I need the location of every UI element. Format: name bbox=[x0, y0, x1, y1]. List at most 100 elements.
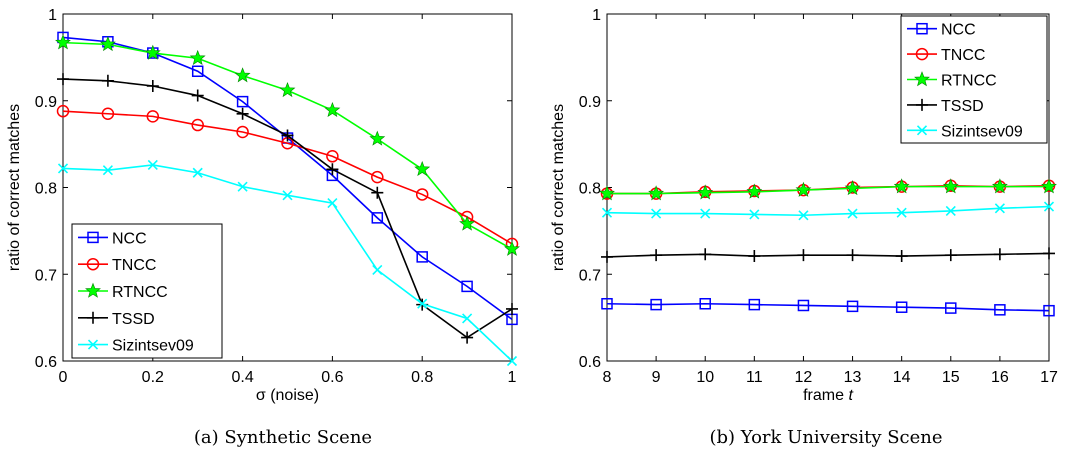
data-point bbox=[371, 170, 384, 184]
x-tick-label: 11 bbox=[746, 369, 763, 386]
data-point bbox=[101, 74, 114, 87]
data-point bbox=[281, 129, 294, 142]
x-tick-label: 1 bbox=[508, 369, 517, 386]
x-axis-label: σ (noise) bbox=[256, 387, 319, 404]
data-point bbox=[846, 249, 859, 262]
chart-panel-1: 8 9 10 11 12 13 14 15 16 17 0.6 0.7 0.8 0.9 1 frame t ra… bbox=[550, 7, 1058, 448]
y-tick-label: 0.9 bbox=[579, 94, 601, 111]
legend-entry: RTNCC bbox=[78, 282, 168, 301]
figure-caption: (a) Synthetic Scene bbox=[194, 427, 372, 448]
legend-marker bbox=[916, 125, 928, 136]
data-point bbox=[994, 203, 1005, 214]
series-tssd bbox=[57, 73, 518, 344]
data-point bbox=[372, 264, 383, 275]
legend-marker bbox=[916, 98, 928, 111]
legend-entry: TNCC bbox=[78, 257, 156, 274]
data-point bbox=[237, 181, 248, 192]
data-point bbox=[599, 185, 615, 201]
x-tick-label: 8 bbox=[603, 369, 612, 386]
legend-label: Sizintsev09 bbox=[112, 338, 194, 355]
legend-entry: TSSD bbox=[907, 98, 984, 115]
x-tick-label: 16 bbox=[991, 369, 1009, 386]
data-point bbox=[846, 300, 859, 313]
legend-marker bbox=[914, 71, 930, 87]
data-point bbox=[847, 208, 858, 219]
data-point bbox=[504, 240, 520, 256]
data-point bbox=[102, 165, 113, 176]
y-tick-label: 0.6 bbox=[579, 354, 601, 371]
series-sizintsev09 bbox=[57, 159, 518, 367]
data-point bbox=[746, 183, 763, 199]
x-tick-label: 9 bbox=[652, 369, 661, 386]
y-tick-label: 0.6 bbox=[35, 354, 57, 371]
data-point bbox=[506, 355, 518, 367]
legend-marker bbox=[915, 47, 929, 61]
y-tick-label: 0.7 bbox=[35, 267, 57, 284]
data-point bbox=[506, 302, 518, 315]
x-tick-label: 0.4 bbox=[231, 369, 253, 386]
data-point bbox=[795, 181, 812, 197]
data-point bbox=[415, 188, 429, 201]
x-tick-label: 13 bbox=[844, 369, 862, 386]
legend-marker bbox=[85, 282, 101, 298]
data-point bbox=[462, 313, 473, 324]
legend-entry: NCC bbox=[907, 22, 976, 39]
series-tssd bbox=[601, 247, 1055, 263]
data-point bbox=[699, 248, 712, 261]
data-point bbox=[601, 207, 613, 218]
legend-marker bbox=[87, 231, 99, 244]
data-point bbox=[147, 159, 158, 171]
data-point bbox=[749, 209, 760, 220]
data-point bbox=[326, 150, 339, 163]
y-tick-label: 0.8 bbox=[35, 181, 57, 198]
legend: NCC TNCC RTNCC TSSD Sizintsev09 bbox=[71, 223, 223, 359]
data-point bbox=[601, 250, 613, 263]
x-tick-label: 0 bbox=[59, 369, 68, 386]
series-ncc bbox=[601, 297, 1055, 317]
x-tick-label: 10 bbox=[696, 369, 714, 386]
y-axis-label: ratio of correct matches bbox=[550, 104, 567, 271]
legend-label: TSSD bbox=[941, 98, 984, 115]
series-line bbox=[606, 302, 1050, 312]
data-point bbox=[650, 249, 663, 262]
legend: NCC TNCC RTNCC TSSD Sizintsev09 bbox=[900, 15, 1048, 144]
y-tick-label: 1 bbox=[592, 7, 601, 24]
data-point bbox=[844, 180, 861, 196]
y-tick-label: 1 bbox=[48, 7, 57, 24]
data-point bbox=[601, 297, 613, 310]
data-point bbox=[651, 208, 662, 219]
data-point bbox=[99, 36, 116, 52]
y-tick-label: 0.7 bbox=[579, 267, 601, 284]
data-point bbox=[895, 250, 908, 263]
y-axis-label: ratio of correct matches bbox=[6, 104, 23, 271]
data-point bbox=[893, 178, 910, 194]
x-tick-label: 14 bbox=[893, 369, 911, 386]
data-point bbox=[944, 249, 957, 262]
legend-label: Sizintsev09 bbox=[941, 123, 1023, 140]
data-point bbox=[700, 208, 711, 219]
data-point bbox=[191, 65, 204, 78]
data-point bbox=[797, 299, 810, 312]
data-point bbox=[144, 44, 161, 60]
data-point bbox=[1041, 178, 1057, 194]
data-point bbox=[236, 95, 249, 108]
legend-entry: RTNCC bbox=[907, 71, 997, 90]
series-line bbox=[62, 110, 513, 245]
data-point bbox=[459, 215, 476, 231]
data-point bbox=[991, 178, 1008, 194]
legend-entry: Sizintsev09 bbox=[78, 338, 194, 355]
data-point bbox=[697, 184, 714, 200]
data-point bbox=[327, 198, 338, 209]
data-point bbox=[146, 80, 159, 93]
data-point bbox=[279, 82, 296, 98]
y-tick-label: 0.9 bbox=[35, 94, 57, 111]
data-point bbox=[798, 210, 809, 221]
data-point bbox=[371, 186, 384, 199]
data-point bbox=[189, 49, 206, 65]
legend-entry: TSSD bbox=[78, 311, 155, 328]
legend-label: RTNCC bbox=[112, 284, 168, 301]
x-tick-label: 17 bbox=[1040, 369, 1058, 386]
data-point bbox=[55, 34, 71, 50]
data-point bbox=[57, 73, 69, 86]
x-tick-label: 0.6 bbox=[321, 369, 343, 386]
